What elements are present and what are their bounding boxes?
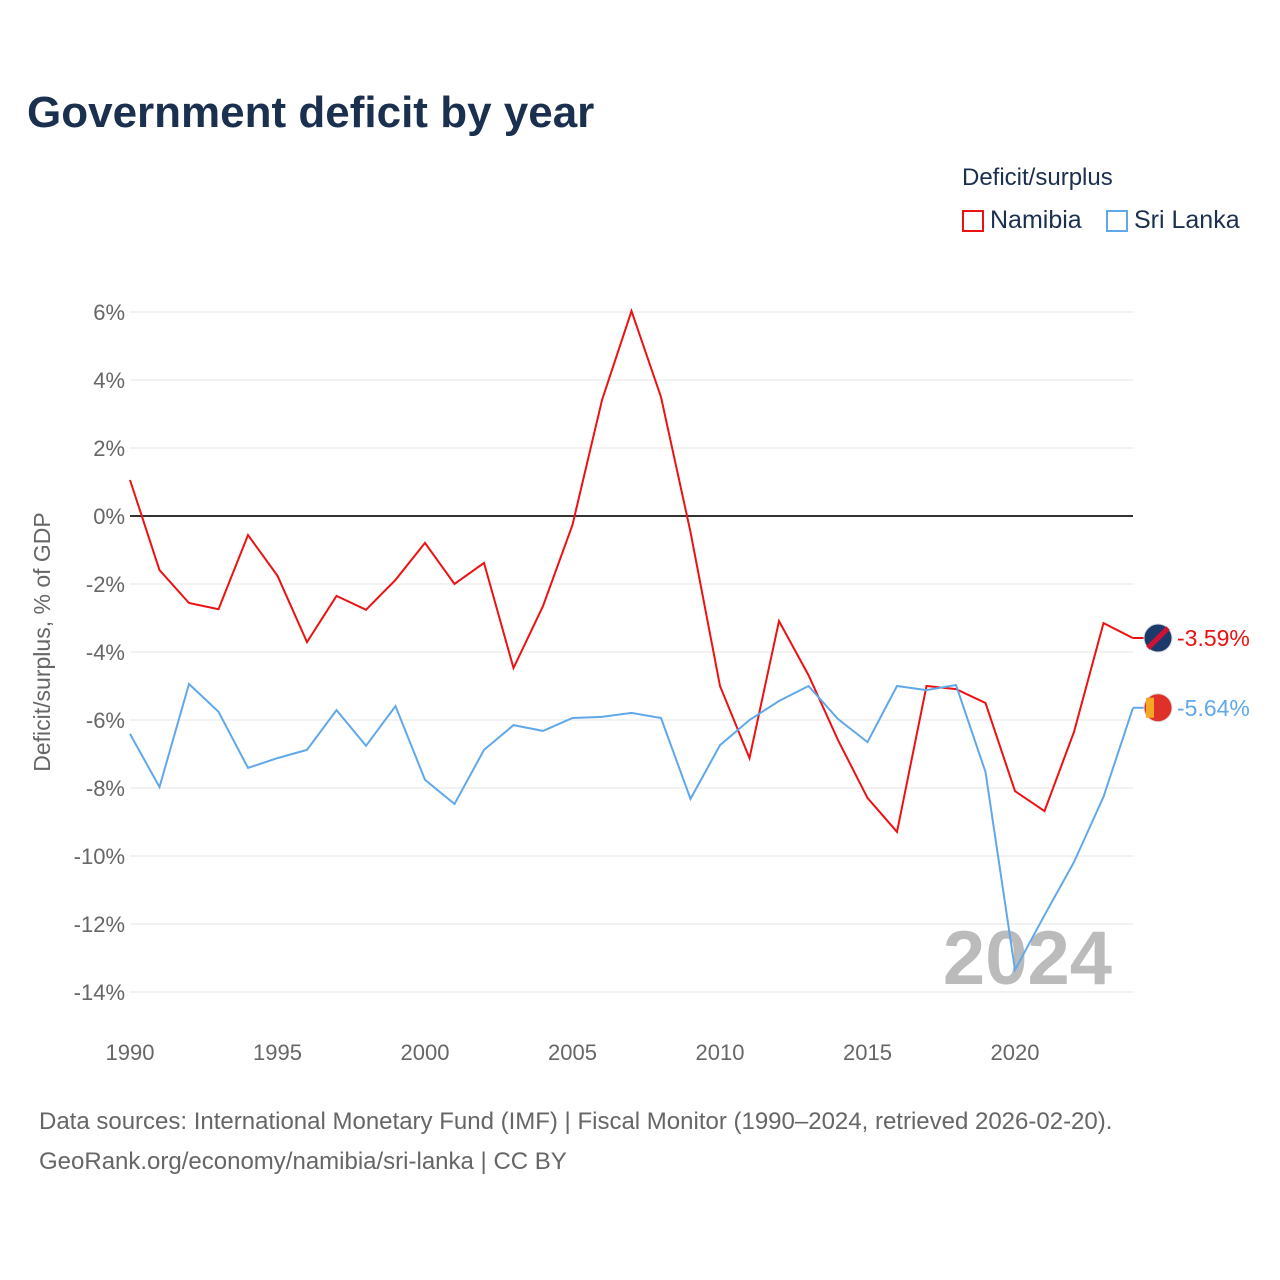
legend-label: Sri Lanka bbox=[1134, 206, 1240, 234]
x-tick-label: 2010 bbox=[696, 1040, 745, 1065]
y-tick-label: -12% bbox=[74, 912, 125, 937]
y-tick-label: 2% bbox=[93, 436, 125, 461]
x-tick-label: 2000 bbox=[401, 1040, 450, 1065]
y-tick-label: 4% bbox=[93, 368, 125, 393]
y-tick-label: -2% bbox=[86, 572, 125, 597]
year-watermark: 2024 bbox=[943, 916, 1112, 1001]
source-url: GeoRank.org/economy/namibia/sri-lanka | … bbox=[39, 1148, 567, 1175]
legend-label: Namibia bbox=[990, 206, 1082, 234]
chart-title: Government deficit by year bbox=[27, 88, 595, 137]
y-tick-label: -6% bbox=[86, 708, 125, 733]
flag-stripe bbox=[1146, 697, 1154, 718]
x-tick-label: 2020 bbox=[991, 1040, 1040, 1065]
legend-item-namibia[interactable]: Namibia bbox=[962, 206, 1082, 235]
y-tick-label: -4% bbox=[86, 640, 125, 665]
legend-item-sri-lanka[interactable]: Sri Lanka bbox=[1106, 206, 1240, 235]
x-tick-label: 1995 bbox=[253, 1040, 302, 1065]
y-tick-label: -8% bbox=[86, 776, 125, 801]
end-value-label: -5.64% bbox=[1177, 695, 1250, 721]
y-tick-label: 0% bbox=[93, 504, 125, 529]
y-tick-label: -14% bbox=[74, 980, 125, 1005]
y-tick-label: 6% bbox=[93, 300, 125, 325]
x-tick-label: 2005 bbox=[548, 1040, 597, 1065]
source-line: Data sources: International Monetary Fun… bbox=[39, 1108, 1113, 1135]
flag-stripe bbox=[1146, 626, 1170, 650]
legend-swatch bbox=[962, 209, 984, 232]
y-axis-label: Deficit/surplus, % of GDP bbox=[29, 512, 55, 771]
legend-swatch bbox=[1106, 209, 1128, 232]
end-value-label: -3.59% bbox=[1177, 625, 1250, 651]
legend-title: Deficit/surplus bbox=[962, 164, 1113, 191]
y-tick-label: -10% bbox=[74, 844, 125, 869]
x-tick-label: 1990 bbox=[106, 1040, 155, 1065]
x-tick-label: 2015 bbox=[843, 1040, 892, 1065]
series-line-namibia bbox=[129, 307, 1134, 835]
